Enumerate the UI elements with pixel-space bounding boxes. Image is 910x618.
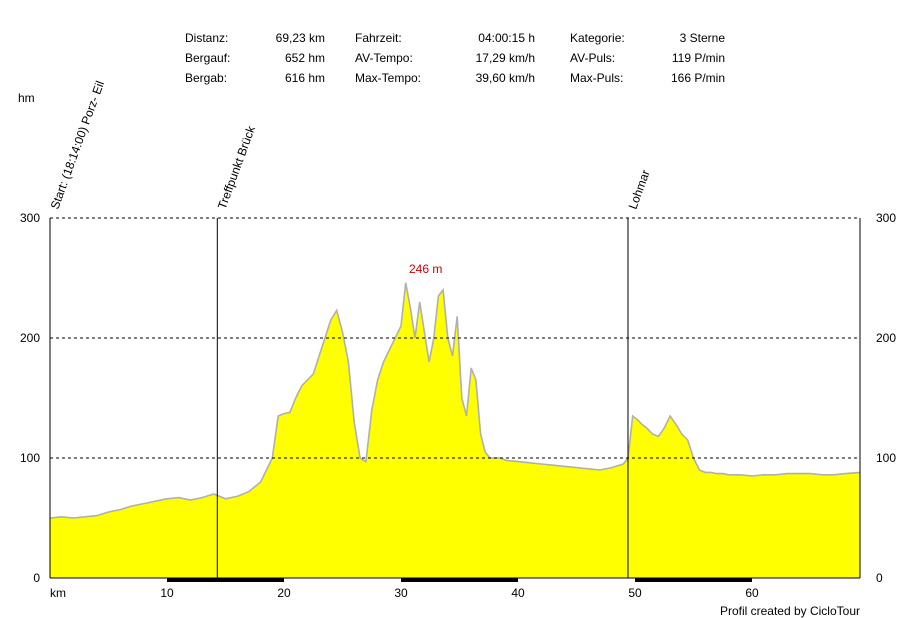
stat-label-kategorie: Kategorie:	[570, 31, 625, 45]
credit-text: Profil created by CicloTour	[719, 604, 860, 618]
stat-label-max-tempo: Max-Tempo:	[355, 71, 422, 85]
x-tick-label-60: 60	[745, 586, 759, 600]
y-tick-label-right-200: 200	[876, 331, 896, 345]
x-axis-label: km	[50, 586, 66, 600]
x-tick-label-20: 20	[277, 586, 291, 600]
stat-value-bergab: 616 hm	[284, 71, 325, 85]
y-tick-label-left-0: 0	[33, 571, 40, 585]
stat-label-av-tempo: AV-Tempo:	[355, 51, 413, 65]
max-elevation-label: 246 m	[409, 262, 442, 276]
stat-label-bergab: Bergab:	[185, 71, 228, 85]
stat-label-av-puls: AV-Puls:	[570, 51, 616, 65]
stat-value-av-puls: 119 P/min	[671, 51, 725, 65]
elevation-line	[49, 282, 861, 519]
stat-value-bergauf: 652 hm	[284, 51, 325, 65]
y-tick-label-left-100: 100	[20, 451, 40, 465]
y-tick-label-right-0: 0	[876, 571, 883, 585]
stat-label-bergauf: Bergauf:	[185, 51, 231, 65]
y-tick-label-right-300: 300	[876, 211, 896, 225]
x-tick-label-30: 30	[394, 586, 408, 600]
stat-label-max-puls: Max-Puls:	[570, 71, 624, 85]
x-axis-segment-10	[167, 578, 285, 582]
waypoint-label-0: Start: (18:14:00) Porz- Eil	[48, 79, 107, 211]
y-tick-label-left-200: 200	[20, 331, 40, 345]
stat-value-fahrzeit: 04:00:15 h	[478, 31, 535, 45]
stat-value-max-tempo: 39,60 km/h	[475, 71, 535, 85]
waypoint-label-1: Treffpunkt Brück	[215, 123, 258, 211]
stat-value-distanz: 69,23 km	[275, 31, 325, 45]
stat-value-max-puls: 166 P/min	[670, 71, 725, 85]
x-axis-segment-30	[401, 578, 519, 582]
x-axis-segment-50	[635, 578, 753, 582]
x-tick-label-50: 50	[628, 586, 642, 600]
elevation-area	[50, 282, 860, 578]
stat-label-distanz: Distanz:	[185, 31, 229, 45]
y-axis-label: hm	[18, 91, 35, 105]
y-tick-label-left-300: 300	[20, 211, 40, 225]
stat-label-fahrzeit: Fahrzeit:	[355, 31, 402, 45]
stat-value-av-tempo: 17,29 km/h	[475, 51, 535, 65]
x-tick-label-10: 10	[160, 586, 174, 600]
stat-value-kategorie: 3 Sterne	[679, 31, 725, 45]
waypoint-label-2: Lohmar	[626, 168, 653, 211]
y-tick-label-right-100: 100	[876, 451, 896, 465]
x-tick-label-40: 40	[511, 586, 525, 600]
